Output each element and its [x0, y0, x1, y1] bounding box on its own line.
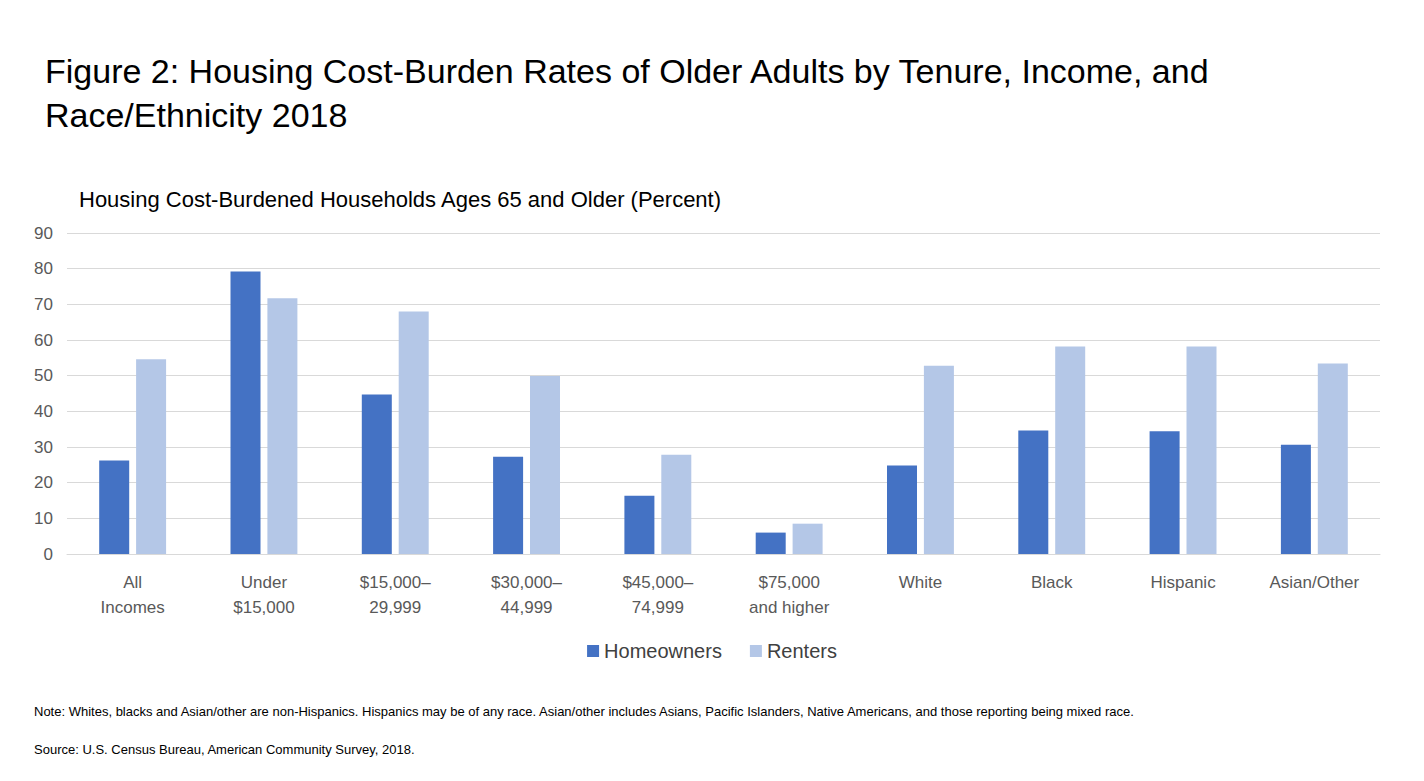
svg-text:Black: Black: [1031, 573, 1073, 592]
svg-text:74,999: 74,999: [632, 598, 684, 617]
svg-text:90: 90: [34, 224, 53, 243]
svg-text:10: 10: [34, 509, 53, 528]
svg-text:Renters: Renters: [767, 640, 837, 662]
svg-text:40: 40: [34, 402, 53, 421]
svg-text:Note: Whites, blacks and Asian: Note: Whites, blacks and Asian/other are…: [34, 704, 1134, 719]
svg-text:60: 60: [34, 331, 53, 350]
svg-text:Homeowners: Homeowners: [604, 640, 722, 662]
svg-text:$30,000–: $30,000–: [491, 573, 562, 592]
svg-text:$15,000–: $15,000–: [360, 573, 431, 592]
svg-text:and higher: and higher: [749, 598, 830, 617]
svg-text:Hispanic: Hispanic: [1150, 573, 1216, 592]
svg-text:All: All: [123, 573, 142, 592]
svg-text:29,999: 29,999: [369, 598, 421, 617]
svg-text:30: 30: [34, 438, 53, 457]
svg-text:70: 70: [34, 295, 53, 314]
svg-text:Under: Under: [241, 573, 288, 592]
svg-text:$75,000: $75,000: [758, 573, 819, 592]
svg-text:White: White: [899, 573, 942, 592]
svg-text:Race/Ethnicity 2018: Race/Ethnicity 2018: [45, 96, 347, 134]
svg-text:$45,000–: $45,000–: [622, 573, 693, 592]
svg-text:0: 0: [44, 545, 53, 564]
svg-text:Housing Cost-Burdened Househol: Housing Cost-Burdened Households Ages 65…: [79, 187, 721, 212]
svg-text:80: 80: [34, 259, 53, 278]
svg-text:20: 20: [34, 473, 53, 492]
svg-text:Source: U.S. Census Bureau, Am: Source: U.S. Census Bureau, American Com…: [34, 742, 415, 757]
svg-text:Incomes: Incomes: [101, 598, 165, 617]
svg-text:Asian/Other: Asian/Other: [1269, 573, 1359, 592]
svg-text:50: 50: [34, 366, 53, 385]
svg-text:Figure 2: Housing Cost-Burden: Figure 2: Housing Cost-Burden Rates of O…: [45, 52, 1218, 90]
svg-text:44,999: 44,999: [501, 598, 553, 617]
svg-text:$15,000: $15,000: [233, 598, 294, 617]
